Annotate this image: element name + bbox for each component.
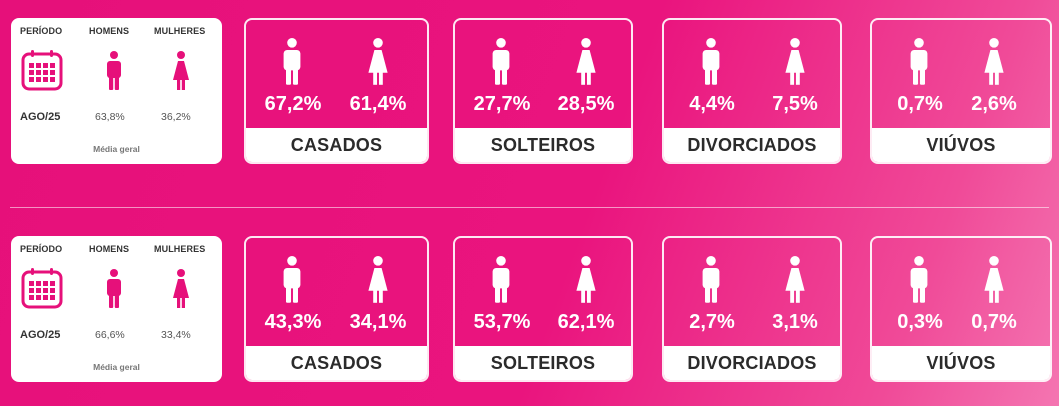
section-divider	[10, 207, 1049, 208]
women-header: MULHERES	[154, 26, 206, 36]
calendar-icon	[21, 267, 63, 309]
man-icon	[106, 51, 122, 91]
men-header: HOMENS	[89, 26, 130, 36]
men-percentage: 0,7%	[897, 93, 943, 115]
panel-2: PERÍODO HOMENS MULHERES AGO/25 66,6% 33,…	[0, 225, 1059, 390]
stat-card-solteiros: 53,7% 62,1% SOLTEIROS	[453, 236, 633, 382]
category-label: SOLTEIROS	[455, 346, 631, 380]
woman-icon	[784, 256, 806, 304]
woman-icon	[575, 256, 597, 304]
men-percentage: 67,2%	[264, 93, 322, 115]
category-label: CASADOS	[246, 128, 427, 162]
men-percentage: 43,3%	[264, 311, 322, 333]
period-header: PERÍODO	[20, 26, 63, 36]
man-icon	[909, 38, 929, 86]
women-percentage: 62,1%	[557, 311, 615, 333]
women-average: 33,4%	[161, 329, 191, 341]
category-label: VIÚVOS	[872, 128, 1050, 162]
woman-icon	[367, 38, 389, 86]
women-average: 36,2%	[161, 111, 191, 123]
stat-card-divorciados: 2,7% 3,1% DIVORCIADOS	[662, 236, 842, 382]
men-percentage: 27,7%	[473, 93, 531, 115]
category-label: DIVORCIADOS	[664, 128, 840, 162]
man-icon	[701, 38, 721, 86]
woman-icon	[172, 51, 190, 91]
men-percentage: 53,7%	[473, 311, 531, 333]
women-percentage: 34,1%	[349, 311, 407, 333]
woman-icon	[784, 38, 806, 86]
men-percentage: 2,7%	[689, 311, 735, 333]
man-icon	[491, 256, 511, 304]
summary-card: PERÍODO HOMENS MULHERES AGO/25 63,8% 36,…	[11, 18, 222, 164]
man-icon	[282, 256, 302, 304]
women-percentage: 28,5%	[557, 93, 615, 115]
period-value: AGO/25	[20, 329, 61, 341]
men-average: 66,6%	[95, 329, 125, 341]
stat-card-casados: 67,2% 61,4% CASADOS	[244, 18, 429, 164]
period-header: PERÍODO	[20, 244, 63, 254]
men-percentage: 4,4%	[689, 93, 735, 115]
stat-card-viuvos: 0,3% 0,7% VIÚVOS	[870, 236, 1052, 382]
woman-icon	[983, 256, 1005, 304]
men-average: 63,8%	[95, 111, 125, 123]
stat-card-solteiros: 27,7% 28,5% SOLTEIROS	[453, 18, 633, 164]
panel-1: PERÍODO HOMENS MULHERES AGO/25 63,8% 36,…	[0, 0, 1059, 165]
stat-card-divorciados: 4,4% 7,5% DIVORCIADOS	[662, 18, 842, 164]
man-icon	[909, 256, 929, 304]
category-label: CASADOS	[246, 346, 427, 380]
women-header: MULHERES	[154, 244, 206, 254]
women-percentage: 0,7%	[971, 311, 1017, 333]
man-icon	[106, 269, 122, 309]
calendar-icon	[21, 49, 63, 91]
category-label: VIÚVOS	[872, 346, 1050, 380]
woman-icon	[983, 38, 1005, 86]
stat-card-casados: 43,3% 34,1% CASADOS	[244, 236, 429, 382]
category-label: DIVORCIADOS	[664, 346, 840, 380]
average-label: Média geral	[93, 144, 140, 154]
man-icon	[491, 38, 511, 86]
woman-icon	[575, 38, 597, 86]
men-header: HOMENS	[89, 244, 130, 254]
woman-icon	[367, 256, 389, 304]
women-percentage: 2,6%	[971, 93, 1017, 115]
women-percentage: 7,5%	[772, 93, 818, 115]
summary-card: PERÍODO HOMENS MULHERES AGO/25 66,6% 33,…	[11, 236, 222, 382]
women-percentage: 61,4%	[349, 93, 407, 115]
men-percentage: 0,3%	[897, 311, 943, 333]
average-label: Média geral	[93, 362, 140, 372]
women-percentage: 3,1%	[772, 311, 818, 333]
period-value: AGO/25	[20, 111, 61, 123]
stat-card-viuvos: 0,7% 2,6% VIÚVOS	[870, 18, 1052, 164]
man-icon	[282, 38, 302, 86]
category-label: SOLTEIROS	[455, 128, 631, 162]
woman-icon	[172, 269, 190, 309]
man-icon	[701, 256, 721, 304]
